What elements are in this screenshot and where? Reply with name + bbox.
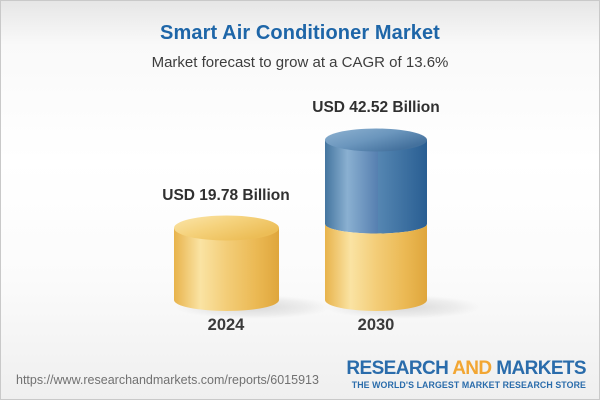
logo-word-markets: MARKETS: [496, 358, 586, 379]
bar-2030-growth-segment[interactable]: [325, 140, 427, 234]
source-url-link[interactable]: https://www.researchandmarkets.com/repor…: [16, 373, 319, 387]
logo-wordmark: RESEARCH AND MARKETS: [346, 359, 586, 378]
value-label-2030: USD 42.52 Billion: [312, 99, 440, 116]
bar-2030-base-segment[interactable]: [325, 224, 427, 311]
company-logo: RESEARCH AND MARKETS THE WORLD'S LARGEST…: [346, 359, 586, 390]
chart-title: Smart Air Conditioner Market: [160, 22, 440, 44]
logo-word-research: RESEARCH: [346, 358, 449, 379]
chart-subtitle: Market forecast to grow at a CAGR of 13.…: [151, 54, 449, 71]
value-label-2024: USD 19.78 Billion: [162, 187, 290, 204]
bar-2030-cap[interactable]: [325, 128, 427, 152]
bar-2024-body[interactable]: [174, 228, 279, 312]
axis-label-2030: 2030: [357, 316, 395, 334]
axis-label-2024: 2024: [207, 316, 245, 334]
bar-2024-cap[interactable]: [174, 215, 279, 241]
logo-tagline: THE WORLD'S LARGEST MARKET RESEARCH STOR…: [351, 380, 586, 390]
logo-word-and: AND: [452, 358, 492, 379]
